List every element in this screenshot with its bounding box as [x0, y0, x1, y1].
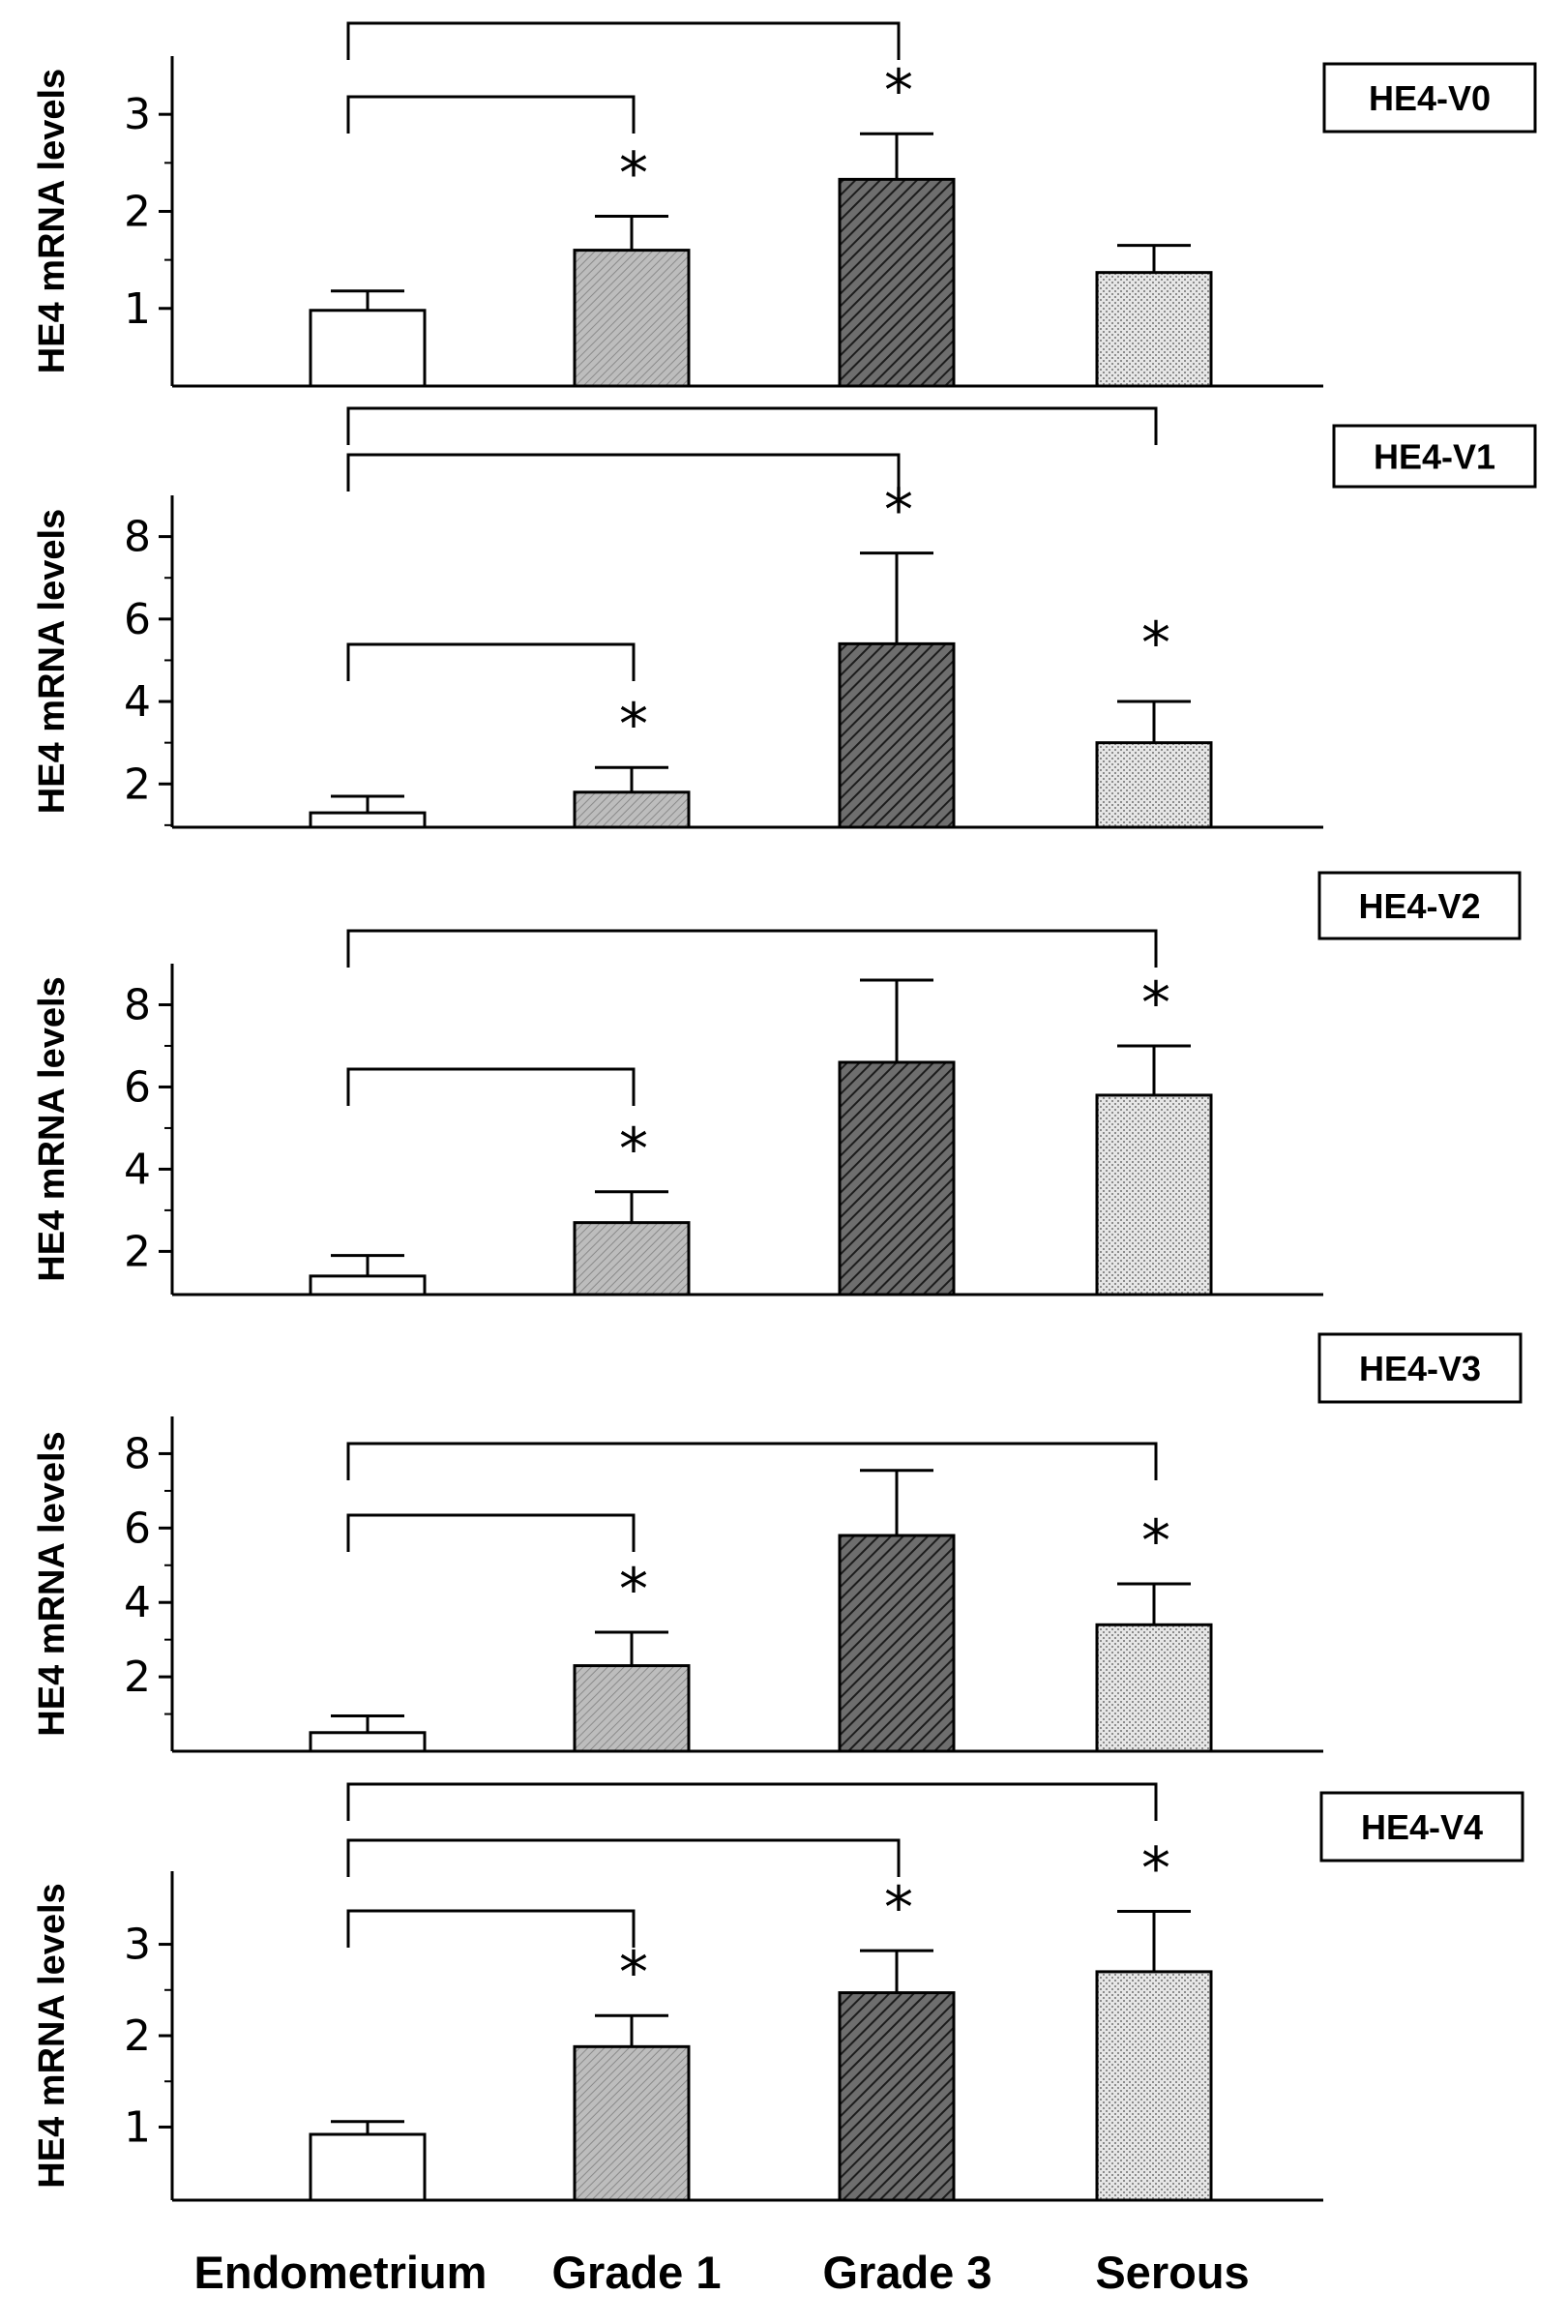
bar-serous — [1095, 1970, 1213, 2202]
y-tick-label: 8 — [124, 1429, 151, 1478]
panel-label: HE4-V0 — [1369, 78, 1491, 118]
y-tick-label: 3 — [124, 90, 151, 139]
panel-he4-v2: HE4 mRNA levels 2 4 6 8 * * HE4-V2 — [32, 871, 1522, 1296]
significance-bracket — [346, 406, 1158, 445]
significance-bracket — [346, 929, 1158, 968]
significance-star: * — [884, 477, 913, 545]
bar-grade-1 — [573, 790, 691, 829]
y-axis-label: HE4 mRNA levels — [32, 976, 73, 1281]
significance-star: * — [619, 691, 648, 759]
panel-label: HE4-V4 — [1361, 1807, 1483, 1847]
significance-star: * — [1141, 969, 1170, 1037]
y-tick-label: 6 — [124, 1062, 151, 1112]
panel-label-box: HE4-V0 — [1322, 62, 1537, 134]
bar-endometrium — [309, 811, 427, 829]
x-axis-category-labels: Endometrium Grade 1 Grade 3 Serous — [194, 2247, 1250, 2298]
y-tick-label: 4 — [124, 677, 151, 727]
y-tick-label: 8 — [124, 513, 151, 562]
significance-star: * — [619, 139, 648, 207]
bar-serous — [1095, 271, 1213, 388]
panel-label-box: HE4-V3 — [1317, 1332, 1523, 1404]
panel-label-box: HE4-V1 — [1332, 424, 1537, 489]
significance-bracket — [346, 1067, 636, 1106]
y-tick-label: 2 — [124, 1653, 151, 1702]
panel-he4-v1: HE4 mRNA levels 2 4 6 8 * * * HE4-V1 — [32, 406, 1537, 829]
bar-endometrium — [309, 1274, 427, 1296]
y-tick-label: 4 — [124, 1145, 151, 1194]
significance-star: * — [1141, 1835, 1170, 1903]
y-tick-label: 2 — [124, 187, 151, 236]
y-axis-label: HE4 mRNA levels — [32, 69, 73, 373]
significance-bracket — [346, 453, 901, 492]
significance-bracket — [346, 21, 901, 60]
panel-he4-v4: HE4 mRNA levels 1 2 3 * * * HE4-V4 — [32, 1782, 1524, 2202]
panel-he4-v3: HE4 mRNA levels 2 4 6 8 * * HE4-V3 — [32, 1332, 1523, 1753]
x-category-grade-3: Grade 3 — [822, 2247, 991, 2298]
y-axis-label: HE4 mRNA levels — [32, 1883, 73, 2188]
bar-endometrium — [309, 1731, 427, 1753]
panel-label-box: HE4-V4 — [1319, 1791, 1524, 1862]
y-tick-label: 4 — [124, 1578, 151, 1627]
bar-grade-1 — [573, 1664, 691, 1753]
y-tick-label: 6 — [124, 595, 151, 644]
x-category-grade-1: Grade 1 — [551, 2247, 721, 2298]
y-tick-label: 1 — [124, 2102, 151, 2152]
x-category-serous: Serous — [1095, 2247, 1249, 2298]
panel-label-box: HE4-V2 — [1317, 871, 1522, 940]
bar-grade-3 — [838, 1991, 956, 2202]
significance-bracket — [346, 642, 636, 681]
significance-star: * — [884, 1874, 913, 1942]
significance-star: * — [1141, 610, 1170, 677]
panel-label: HE4-V3 — [1359, 1349, 1481, 1388]
significance-star: * — [619, 1556, 648, 1624]
y-axis-label: HE4 mRNA levels — [32, 1431, 73, 1736]
bar-grade-3 — [838, 1534, 956, 1753]
significance-bracket — [346, 1838, 901, 1877]
bar-serous — [1095, 1093, 1213, 1296]
significance-bracket — [346, 95, 636, 134]
y-axis-label: HE4 mRNA levels — [32, 509, 73, 814]
y-tick-label: 2 — [124, 760, 151, 809]
bar-grade-1 — [573, 249, 691, 388]
significance-bracket — [346, 1909, 636, 1948]
y-tick-label: 2 — [124, 1227, 151, 1276]
significance-bracket — [346, 1513, 636, 1552]
panel-label: HE4-V1 — [1374, 437, 1495, 477]
y-tick-label: 8 — [124, 980, 151, 1029]
panel-he4-v0: HE4 mRNA levels 1 2 3 * * HE4-V0 — [32, 21, 1537, 388]
bar-serous — [1095, 741, 1213, 829]
bar-serous — [1095, 1623, 1213, 1753]
bar-endometrium — [309, 309, 427, 388]
y-tick-label: 1 — [124, 284, 151, 334]
significance-bracket — [346, 1782, 1158, 1821]
y-tick-label: 2 — [124, 2011, 151, 2061]
x-category-endometrium: Endometrium — [194, 2247, 488, 2298]
bar-grade-3 — [838, 1060, 956, 1296]
bar-grade-3 — [838, 177, 956, 388]
y-tick-label: 6 — [124, 1504, 151, 1553]
y-tick-label: 3 — [124, 1921, 151, 1970]
bar-grade-1 — [573, 1221, 691, 1296]
significance-star: * — [619, 1939, 648, 2007]
panel-label: HE4-V2 — [1358, 886, 1480, 926]
significance-bracket — [346, 1442, 1158, 1480]
significance-star: * — [1141, 1507, 1170, 1575]
significance-star: * — [619, 1116, 648, 1183]
bar-endometrium — [309, 2132, 427, 2202]
bar-grade-3 — [838, 641, 956, 829]
bar-grade-1 — [573, 2044, 691, 2202]
significance-star: * — [884, 57, 913, 125]
